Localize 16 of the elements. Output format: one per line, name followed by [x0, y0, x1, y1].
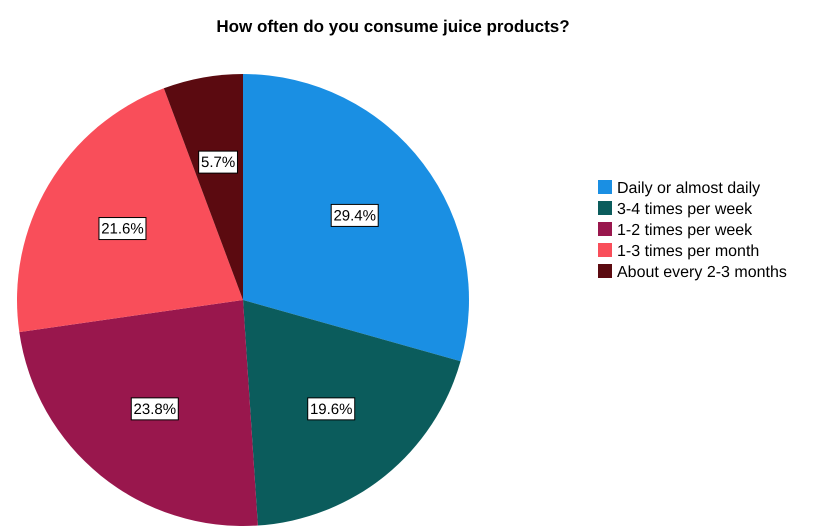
legend-label: 1-2 times per week [617, 222, 754, 239]
chart-title: How often do you consume juice products? [216, 17, 570, 36]
legend-label: Daily or almost daily [617, 180, 760, 197]
data-label: 23.8% [134, 400, 176, 418]
pie-slice [243, 74, 469, 362]
data-label: 21.6% [101, 220, 144, 238]
pie-slice [17, 88, 243, 332]
legend-label: 3-4 times per week [617, 201, 754, 218]
pie-slice [19, 300, 258, 526]
data-label: 19.6% [310, 400, 352, 418]
legend-label: About every 2-3 months [617, 264, 787, 281]
legend-label: 1-3 times per month [617, 243, 760, 260]
data-label: 5.7% [200, 154, 236, 172]
pie-slice [164, 74, 243, 300]
data-label: 29.4% [333, 207, 376, 224]
pie-slice [243, 300, 461, 526]
